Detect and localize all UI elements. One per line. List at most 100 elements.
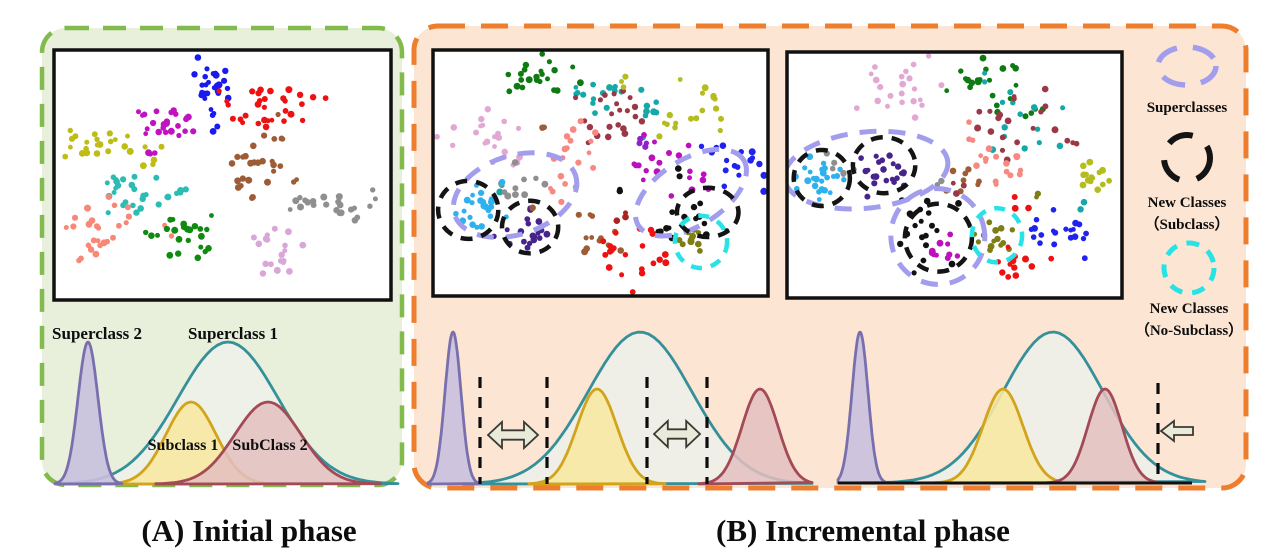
scatter-point bbox=[299, 241, 307, 249]
scatter-point bbox=[506, 88, 513, 95]
scatter-point bbox=[470, 192, 475, 198]
scatter-plot-background bbox=[54, 50, 391, 300]
scatter-point bbox=[1077, 206, 1084, 213]
subclass-dashed-ellipse bbox=[850, 134, 918, 196]
scatter-point bbox=[150, 119, 157, 127]
scatter-point bbox=[282, 108, 289, 114]
scatter-point bbox=[1014, 139, 1020, 146]
distribution-panels bbox=[53, 330, 1207, 486]
scatter-point bbox=[145, 149, 152, 157]
scatter-plot-incremental-t2 bbox=[785, 50, 1124, 300]
scatter-point bbox=[617, 186, 623, 193]
scatter-point bbox=[202, 73, 208, 80]
scatter-point bbox=[97, 242, 103, 249]
scatter-point bbox=[653, 99, 659, 105]
scatter-point bbox=[175, 250, 182, 257]
scatter-point bbox=[936, 239, 944, 247]
scatter-point bbox=[919, 102, 925, 108]
scatter-point bbox=[1007, 172, 1014, 179]
scatter-point bbox=[166, 251, 174, 259]
scatter-point bbox=[167, 216, 174, 223]
scatter-point bbox=[259, 157, 266, 165]
scatter-point bbox=[265, 118, 271, 124]
scatter-point bbox=[611, 91, 617, 97]
scatter-point bbox=[872, 64, 878, 70]
scatter-point bbox=[255, 120, 262, 127]
scatter-point bbox=[120, 176, 127, 183]
scatter-point bbox=[105, 148, 112, 155]
scatter-point bbox=[719, 142, 727, 149]
scatter-point bbox=[736, 172, 742, 178]
scatter-point bbox=[250, 234, 257, 241]
scatter-plot-background bbox=[433, 50, 768, 296]
scatter-point bbox=[911, 270, 917, 276]
subclass-dashed-ellipse bbox=[902, 201, 975, 274]
scatter-point bbox=[63, 225, 69, 230]
scatter-point bbox=[989, 92, 996, 99]
scatter-point bbox=[68, 144, 73, 150]
scatter-point bbox=[987, 128, 995, 135]
scatter-point bbox=[130, 202, 136, 209]
scatter-point bbox=[299, 117, 306, 124]
scatter-point bbox=[589, 235, 595, 240]
scatter-point bbox=[234, 153, 241, 160]
scatter-point bbox=[484, 106, 491, 113]
scatter-point bbox=[121, 143, 128, 150]
scatter-point bbox=[827, 190, 833, 196]
scatter-point bbox=[240, 120, 246, 126]
scatter-point bbox=[269, 117, 275, 123]
scatter-point bbox=[632, 162, 639, 169]
scatter-point bbox=[701, 84, 709, 92]
scatter-point bbox=[1017, 111, 1023, 117]
scatter-point bbox=[478, 189, 485, 196]
scatter-point bbox=[1030, 104, 1038, 111]
scatter-point bbox=[372, 196, 378, 202]
scatter-point bbox=[285, 86, 293, 94]
scatter-point bbox=[122, 199, 129, 206]
scatter-point bbox=[1005, 274, 1012, 280]
scatter-point bbox=[282, 242, 288, 249]
scatter-point bbox=[622, 252, 629, 258]
scatter-point bbox=[580, 91, 587, 98]
scatter-point bbox=[701, 220, 708, 227]
scatter-point bbox=[297, 194, 303, 201]
scatter-point bbox=[946, 251, 953, 258]
scatter-point bbox=[521, 176, 527, 183]
scatter-point bbox=[234, 177, 242, 185]
scatter-point bbox=[597, 97, 604, 103]
scatter-point bbox=[168, 233, 175, 239]
scatter-point bbox=[133, 209, 140, 216]
gauss-curve-subclass-red bbox=[154, 400, 382, 486]
scatter-point bbox=[533, 73, 540, 81]
scatter-point bbox=[622, 213, 629, 221]
scatter-point bbox=[918, 218, 924, 224]
scatter-point bbox=[629, 289, 636, 295]
scatter-point bbox=[953, 190, 960, 197]
scatter-point bbox=[602, 251, 609, 258]
scatter-point bbox=[453, 210, 459, 217]
scatter-point bbox=[903, 68, 909, 75]
scatter-point bbox=[841, 177, 847, 183]
scatter-point bbox=[958, 68, 964, 74]
scatter-point bbox=[993, 102, 1000, 109]
scatter-point bbox=[938, 82, 945, 89]
scatter-point bbox=[309, 94, 317, 101]
scatter-point bbox=[1080, 162, 1087, 170]
scatter-point bbox=[492, 144, 497, 149]
scatter-point bbox=[239, 175, 246, 182]
superclass-dashed-ellipse bbox=[888, 186, 988, 287]
scatter-point bbox=[661, 251, 669, 258]
scatter-point bbox=[929, 222, 935, 229]
scatter-point bbox=[713, 105, 720, 112]
scatter-point bbox=[642, 112, 649, 119]
scatter-point bbox=[203, 82, 209, 88]
scatter-point bbox=[281, 118, 287, 124]
scatter-point bbox=[367, 203, 373, 209]
scatter-point bbox=[1042, 103, 1049, 110]
scatter-point bbox=[1033, 216, 1040, 223]
scatter-point bbox=[676, 173, 683, 180]
scatter-point bbox=[923, 242, 929, 249]
scatter-point bbox=[699, 107, 706, 114]
scatter-point bbox=[928, 249, 936, 257]
